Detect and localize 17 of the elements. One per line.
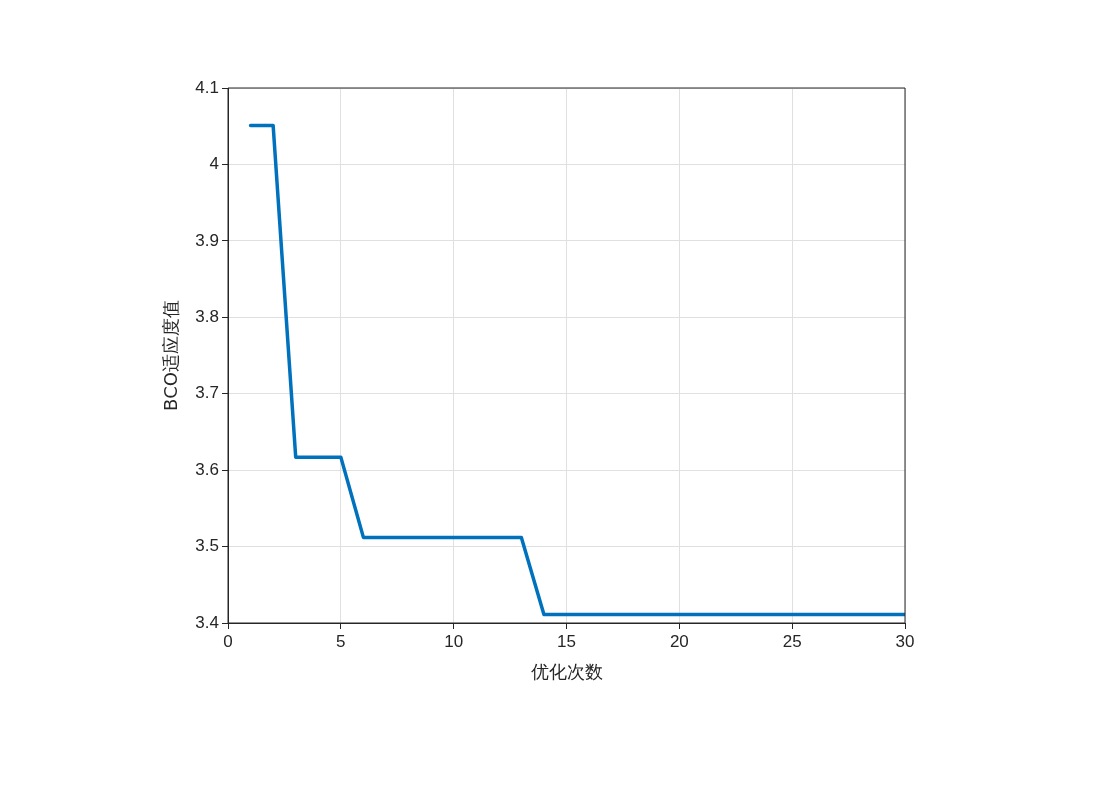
y-tick-label: 3.9 [195,230,219,250]
x-tick-label: 15 [557,631,576,651]
y-tick-label: 3.6 [195,459,219,479]
y-tick-label: 3.7 [195,383,219,403]
x-tick-label: 0 [223,631,233,651]
y-axis-title: BCO适应度值 [160,300,182,411]
y-tick-label: 4 [209,154,219,174]
x-tick-label: 30 [895,631,915,651]
y-tick-label: 3.8 [195,306,219,326]
x-tick-label: 20 [669,631,689,651]
x-tick-label: 10 [444,631,464,651]
y-tick-label: 3.4 [195,612,219,632]
y-tick-label: 3.5 [195,536,219,556]
x-tick-label: 5 [336,631,346,651]
y-tick-label: 4.1 [195,77,219,97]
x-tick-label: 25 [782,631,802,651]
x-axis-title: 优化次数 [530,660,603,682]
